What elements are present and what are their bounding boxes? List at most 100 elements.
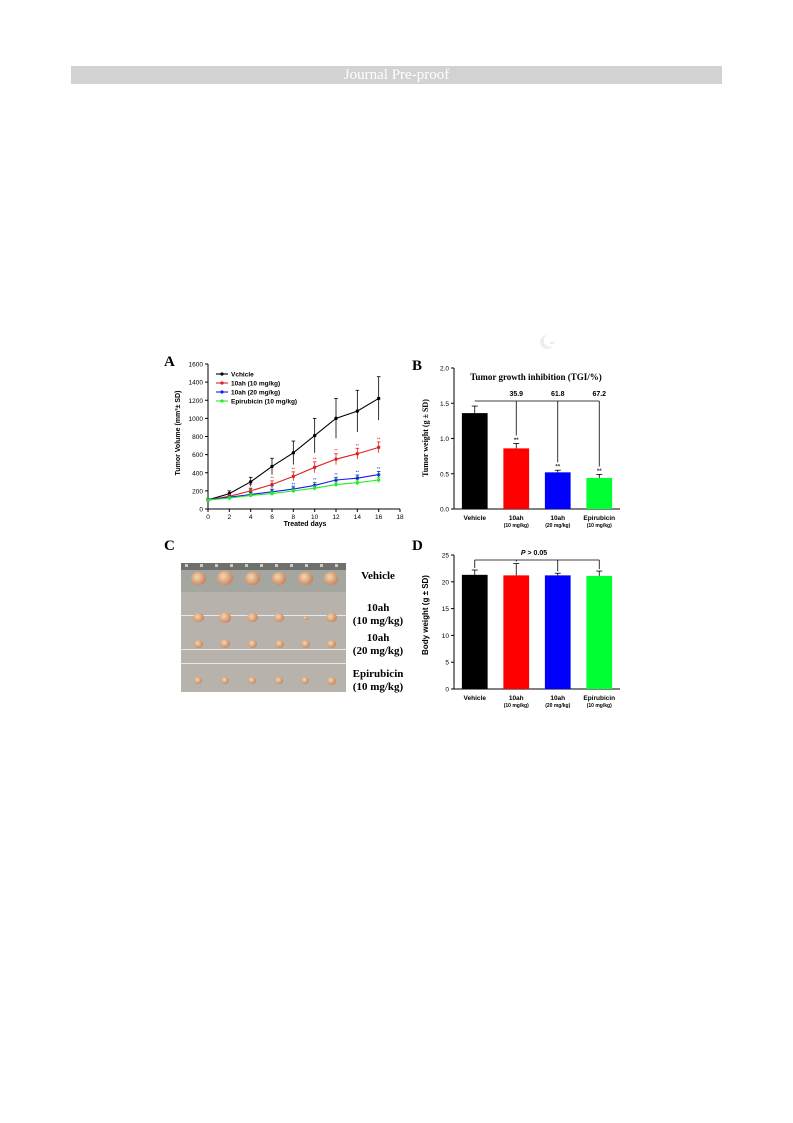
y-tick-label: 1200 [189,398,204,405]
ruler-mark [305,564,308,567]
legend-swatch-marker [220,372,224,376]
journal-preproof-banner: Journal Pre-proof [71,66,722,84]
bar [503,448,530,509]
row-divider [181,663,346,664]
data-point [248,493,253,498]
ruler-mark [290,564,293,567]
y-axis-title: Tumor Volume (mm³± SD) [175,391,182,476]
group-label-dose: (10 mg/kg) [352,615,404,627]
data-point [376,478,381,482]
data-point [355,409,360,413]
group-label-name: 10ah [366,632,390,644]
ruler-mark [245,564,248,567]
tumor-sample [274,613,284,622]
significance-mark: ** [270,486,274,491]
ruler-mark [335,564,338,567]
significance-mark: ** [270,484,274,489]
x-category-label: 10ah [550,695,565,702]
tumor-sample [325,612,337,623]
y-tick-label: 0.5 [440,471,449,478]
group-label: Vehicle [348,570,408,583]
bar [586,575,613,689]
legend-entry: Vchicle [231,371,254,378]
ruler-mark [260,564,263,567]
row-divider [181,615,346,616]
tumor-sample [247,639,257,648]
tumor-sample [194,677,202,685]
y-tick-label: 200 [192,488,203,495]
group-label-name: Vehicle [361,570,395,582]
tumor-sample [219,612,231,623]
data-point [248,489,253,493]
x-tick-label: 12 [332,514,340,521]
significance-mark: ** [313,480,317,485]
data-point [376,445,381,450]
data-point [227,496,232,500]
y-tick-label: 400 [192,470,203,477]
tumor-sample [300,639,310,648]
x-category-sublabel: (20 mg/kg) [545,523,570,529]
tumor-sample [190,571,206,585]
data-point [206,498,210,502]
x-tick-label: 10 [311,514,319,521]
significance-mark: ** [334,472,338,477]
significance-mark: ** [377,466,381,471]
ruler-mark [185,564,188,567]
row-divider [181,649,346,650]
legend-swatch-marker [220,399,224,403]
significance-mark: ** [334,448,338,453]
x-category-label: Epirubicin [583,695,615,702]
ruler-mark [200,564,203,567]
bar [586,477,613,509]
data-point [376,396,381,401]
data-point [248,480,253,484]
x-tick-label: 2 [228,514,232,521]
y-tick-label: 0 [199,507,203,514]
data-point [334,482,338,487]
group-label-dose: (10 mg/kg) [352,681,404,693]
data-point [334,457,338,461]
tgi-value: 61.8 [551,391,565,398]
y-tick-label: 0 [445,687,449,694]
tumor-sample [326,639,336,648]
moon-watermark-icon [540,335,555,349]
y-tick-label: 1.5 [440,401,449,408]
tumor-sample [297,571,313,585]
x-axis-title: Treated days [284,521,327,528]
tumor-photograph [181,563,346,692]
data-point [355,481,360,485]
x-tick-label: 0 [206,514,210,521]
x-category-sublabel: (10 mg/kg) [504,703,529,709]
ruler-mark [275,564,278,567]
significance-mark: ** [356,470,360,475]
x-tick-label: 4 [249,514,253,521]
tumor-sample [275,677,283,685]
y-tick-label: 15 [442,606,450,613]
significance-mark: ** [249,488,253,493]
significance-mark: ** [249,487,253,492]
data-point [355,452,360,456]
p-threshold: > 0.05 [526,550,548,557]
y-tick-label: 5 [445,660,449,667]
tumor-sample [193,639,203,648]
x-category-sublabel: (10 mg/kg) [587,523,612,529]
significance-mark: ** [555,465,560,471]
x-category-label: 10ah [509,515,524,522]
ruler-strip [181,563,346,570]
group-label: Epirubicin (10 mg/kg) [348,668,408,694]
x-tick-label: 14 [354,514,362,521]
group-label: 10ah (10 mg/kg) [348,602,408,628]
tumor-sample [272,572,286,585]
group-label-name: Epirubicin [352,668,404,680]
y-tick-label: 20 [442,579,450,586]
tumor-sample [302,615,308,620]
panel-b-bar-chart: Tumor growth inhibition (TGI/%) Tumor we… [421,366,620,529]
legend-swatch-marker [220,381,224,385]
legend-entry: Epirubicin (10 mg/kg) [231,398,297,405]
y-tick-label: 600 [192,452,203,459]
tumor-sample [221,677,229,685]
y-tick-label: 1000 [189,416,204,423]
tumor-sample [192,612,204,623]
significance-mark: ** [334,477,338,482]
significance-mark: ** [597,469,602,475]
